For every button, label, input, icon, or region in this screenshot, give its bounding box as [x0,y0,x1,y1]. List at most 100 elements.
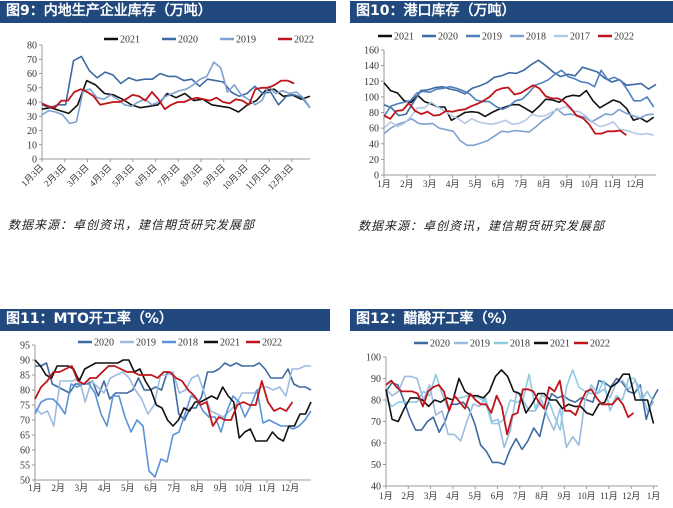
x-tick-label: 12月 [622,491,640,501]
y-tick-label: 70 [20,416,30,427]
y-tick-label: 20 [369,155,379,166]
legend-label: 2019 [470,339,490,350]
y-tick-label: 160 [364,46,379,57]
series-line-2019 [41,61,311,125]
legend-item-2021: 2021 [534,339,570,350]
y-tick-label: 80 [27,41,37,52]
y-tick-label: 60 [27,69,37,80]
legend-label: 2017 [570,32,590,43]
y-tick-label: 50 [371,460,381,471]
legend-label: 2020 [94,338,114,349]
y-tick-label: 30 [27,112,37,123]
y-tick-label: 60 [20,446,30,457]
x-tick-label: 2月 [402,491,416,501]
legend-label: 2018 [510,339,530,350]
y-tick-label: 40 [371,482,381,493]
legend-label: 2018 [526,32,546,43]
legend-label: 2021 [120,35,140,46]
y-tick-label: 85 [20,371,30,382]
figure-10-title: 图10：港口库存（万吨） [350,1,673,23]
legend-item-2020: 2020 [78,338,114,349]
y-tick-label: 50 [20,476,30,487]
x-tick-label: 1月 [28,483,42,493]
legend-item-2019: 2019 [454,339,490,350]
series-line-2018 [34,383,312,478]
figure-10-source: 数据来源：卓创资讯，建信期货研究发展部 [358,219,606,233]
legend-label: 2022 [262,338,282,349]
legend-item-2022: 2022 [574,339,610,350]
series-line-2021 [385,369,655,424]
series-line-2021 [34,359,312,442]
x-tick-label: 9月 [558,491,572,501]
x-tick-label: 7月 [167,483,181,493]
y-tick-label: 40 [369,139,379,150]
figure-9-title: 图9：内地生产企业库存（万吨） [0,1,336,23]
series-line-2022 [41,79,295,110]
y-tick-label: 50 [27,83,37,94]
x-tick-label: 7月 [513,491,527,501]
y-tick-label: 70 [371,417,381,428]
series-line-2020 [383,59,657,117]
series-line-2021 [383,82,655,123]
legend-item-2021: 2021 [104,35,140,46]
x-tick-label: 5月 [121,483,135,493]
legend-item-2020: 2020 [162,35,198,46]
legend-item-2019: 2019 [220,35,256,46]
y-tick-label: 120 [364,77,379,88]
x-tick-label: 10月 [578,491,596,501]
y-tick-label: 40 [27,98,37,109]
figure-9-source: 数据来源：卓创资讯，建信期货研究发展部 [8,218,256,232]
x-tick-label: 10月 [235,483,253,493]
x-tick-label: 2月 [400,179,414,189]
legend-label: 2019 [236,35,256,46]
x-tick-label: 1月 [379,491,393,501]
series-line-2017 [383,101,654,136]
legend-label: 2022 [294,35,314,46]
legend-item-2019: 2019 [120,338,156,349]
series-line-2022 [383,84,627,136]
figure-11-title: 图11：MTO开工率（%） [0,309,330,331]
legend-item-2018: 2018 [162,338,198,349]
chart-10: 0 20 40 60 80 100 120 140 160 1月 2月 3月 4月 5月 6月 7月 8月 9月 1… [364,32,657,189]
legend-label: 2019 [136,338,156,349]
legend-label: 2018 [178,338,198,349]
x-tick-label: 4月 [446,179,460,189]
x-tick-label: 9月 [214,483,228,493]
chart-11: 50 55 60 65 70 75 80 85 90 95 1月 2月 3月 4月 5月 6月 7月 8月 9月 10… [20,338,312,493]
x-tick-label: 12月3日 [266,162,295,191]
y-tick-label: 75 [20,401,30,412]
legend-item-2018: 2018 [510,32,546,43]
x-tick-label: 8月 [537,179,551,189]
series-line-2019 [34,365,311,427]
series-line-2019 [383,69,655,117]
series-line-2019 [385,375,655,449]
y-tick-label: 95 [20,341,30,352]
y-tick-label: 90 [20,356,30,367]
series-line-2020 [385,377,659,466]
x-tick-label: 6月 [492,179,506,189]
legend-label: 2022 [614,32,634,43]
legend-item-2019: 2019 [466,32,502,43]
x-tick-label: 1月 [377,179,391,189]
series-line-2020 [41,55,311,109]
x-tick-label: 8月 [191,483,205,493]
legend-label: 2020 [178,35,198,46]
x-tick-label: 8月 [535,491,549,501]
y-tick-label: 20 [27,126,37,137]
x-tick-label: 11月 [604,179,622,189]
x-tick-label: 3月3日 [65,162,91,188]
x-tick-label: 2月3日 [42,162,68,188]
legend-item-2021: 2021 [204,338,240,349]
x-tick-label: 4月3日 [87,162,113,188]
x-tick-label: 5月 [469,179,483,189]
y-tick-label: 100 [366,353,381,364]
legend-item-2018: 2018 [494,339,530,350]
x-tick-label: 1月 [647,491,661,501]
legend-label: 2019 [482,32,502,43]
legend-item-2017: 2017 [554,32,590,43]
x-tick-label: 12月 [281,483,299,493]
x-tick-label: 4月 [446,491,460,501]
x-tick-label: 3月 [424,491,438,501]
